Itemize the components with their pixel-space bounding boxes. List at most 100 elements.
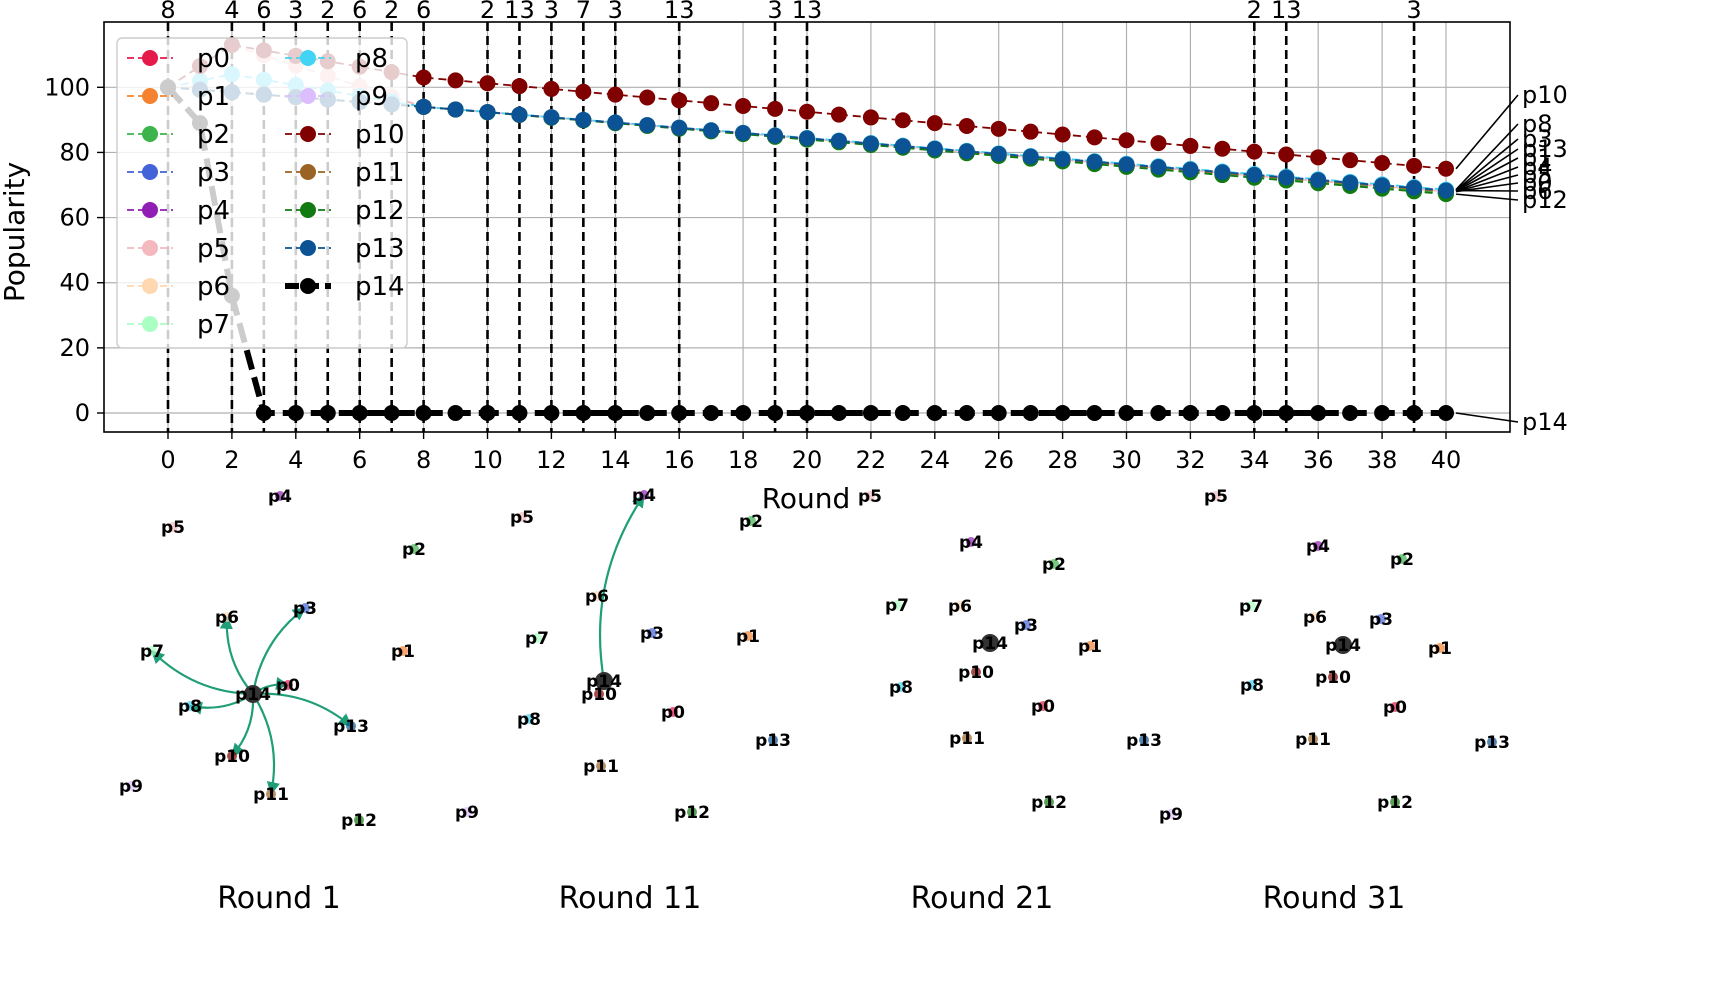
end-label: p12 bbox=[1522, 186, 1568, 214]
network-node-label: p0 bbox=[1383, 698, 1407, 718]
network-node-p1 bbox=[743, 631, 753, 641]
network-edge bbox=[151, 650, 254, 696]
network-node-label: p8 bbox=[889, 678, 913, 698]
end-label-arrow bbox=[1455, 138, 1519, 191]
point-p13 bbox=[894, 138, 911, 155]
network-node-p8 bbox=[1247, 680, 1257, 690]
network-node-label: p1 bbox=[391, 642, 415, 662]
end-label: p4 bbox=[1522, 153, 1553, 181]
point-p14 bbox=[830, 405, 847, 421]
point-p10 bbox=[511, 78, 528, 95]
network-node-p14 bbox=[244, 685, 262, 703]
point-p14 bbox=[319, 405, 336, 421]
network-node-label: p13 bbox=[1474, 733, 1510, 753]
network-node-p8 bbox=[185, 701, 195, 711]
network-node-label: p5 bbox=[510, 508, 534, 528]
network-node-label: p11 bbox=[253, 785, 289, 805]
point-p13 bbox=[1310, 172, 1327, 189]
network-node-label: p12 bbox=[674, 803, 710, 823]
point-p14 bbox=[351, 405, 368, 421]
network-node-p4 bbox=[275, 491, 285, 501]
network-panel: p5 p4 p2 p7 p6 p3 p14 p1 p10 p8 p0 p11 p13 p12 Round 3… bbox=[1204, 487, 1510, 916]
event-label: 6 bbox=[416, 0, 431, 24]
network-node-p13 bbox=[768, 735, 778, 745]
network-node-p9 bbox=[462, 807, 472, 817]
event-label: 2 bbox=[1247, 0, 1262, 24]
network-node-p10 bbox=[227, 751, 237, 761]
network-node-label: p9 bbox=[1159, 805, 1183, 825]
network-edge bbox=[252, 692, 353, 727]
x-tick-label: 32 bbox=[1175, 446, 1206, 474]
point-p14 bbox=[894, 405, 911, 421]
point-p14 bbox=[543, 405, 560, 421]
point-p13 bbox=[862, 135, 879, 152]
point-p13 bbox=[1054, 151, 1071, 168]
point-p13 bbox=[607, 114, 624, 131]
network-node-p3 bbox=[647, 628, 657, 638]
point-p14 bbox=[415, 405, 432, 421]
point-p10 bbox=[1118, 132, 1135, 149]
point-p14 bbox=[767, 405, 784, 421]
x-tick-label: 6 bbox=[352, 446, 367, 474]
event-label: 7 bbox=[576, 0, 591, 24]
network-node-p13 bbox=[1487, 737, 1497, 747]
network-node-p14 bbox=[981, 634, 999, 652]
network-node-label: p7 bbox=[140, 642, 164, 662]
x-tick-label: 36 bbox=[1303, 446, 1334, 474]
network-node-p7 bbox=[1246, 601, 1256, 611]
network-node-p11 bbox=[596, 761, 606, 771]
network-node-p8 bbox=[896, 682, 906, 692]
event-label: 3 bbox=[1406, 0, 1421, 24]
legend: p0 p1 p2 p3 p4 p5 p6 p7 p8 p9 p10 p11 p12 p13 p14 bbox=[116, 37, 408, 349]
point-p10 bbox=[447, 72, 464, 89]
end-label: p6 bbox=[1522, 177, 1553, 205]
network-node-label: p6 bbox=[1303, 608, 1327, 628]
legend-marker-p14 bbox=[300, 278, 316, 294]
network-node-label: p13 bbox=[1126, 731, 1162, 751]
point-p14 bbox=[1438, 405, 1454, 421]
legend-label-p12: p12 bbox=[355, 196, 405, 226]
point-p14 bbox=[639, 405, 656, 421]
legend-marker-p5 bbox=[142, 240, 158, 256]
point-p13 bbox=[415, 98, 432, 115]
network-node-label: p1 bbox=[1078, 637, 1102, 657]
legend-label-p11: p11 bbox=[355, 158, 405, 188]
network-panel-title: Round 11 bbox=[559, 881, 702, 916]
point-p14 bbox=[671, 405, 688, 421]
point-p10 bbox=[799, 103, 815, 120]
point-p14 bbox=[1086, 405, 1103, 421]
network-node-label: p8 bbox=[178, 697, 202, 717]
network-node-label: p13 bbox=[755, 731, 791, 751]
x-tick-label: 30 bbox=[1111, 446, 1142, 474]
end-label-arrow bbox=[1455, 157, 1519, 192]
network-node-p7 bbox=[892, 600, 902, 610]
x-tick-label: 22 bbox=[856, 446, 887, 474]
point-p10 bbox=[415, 69, 432, 86]
network-node-label: p14 bbox=[586, 672, 622, 692]
network-node-label: p11 bbox=[949, 729, 985, 749]
y-tick-label: 0 bbox=[75, 399, 90, 427]
legend-marker-p6 bbox=[142, 278, 158, 294]
end-label-arrow bbox=[1455, 412, 1519, 423]
point-p14 bbox=[926, 405, 943, 421]
x-tick-label: 14 bbox=[600, 446, 631, 474]
end-label: p5 bbox=[1522, 161, 1553, 189]
event-label: 6 bbox=[256, 0, 271, 24]
network-node-p7 bbox=[147, 646, 157, 656]
event-label: 2 bbox=[320, 0, 335, 24]
network-node-label: p9 bbox=[455, 803, 479, 823]
event-label: 2 bbox=[384, 0, 399, 24]
network-node-label: p3 bbox=[640, 624, 664, 644]
point-p13 bbox=[1086, 153, 1103, 170]
point-p13 bbox=[639, 117, 656, 134]
network-node-label: p6 bbox=[948, 597, 972, 617]
network-node-label: p0 bbox=[1031, 697, 1055, 717]
point-p13 bbox=[703, 122, 720, 139]
point-p14 bbox=[479, 405, 496, 421]
network-node-p4 bbox=[1313, 541, 1323, 551]
point-p14 bbox=[735, 405, 752, 421]
legend-label-p3: p3 bbox=[197, 158, 230, 188]
point-p14 bbox=[1342, 405, 1359, 421]
